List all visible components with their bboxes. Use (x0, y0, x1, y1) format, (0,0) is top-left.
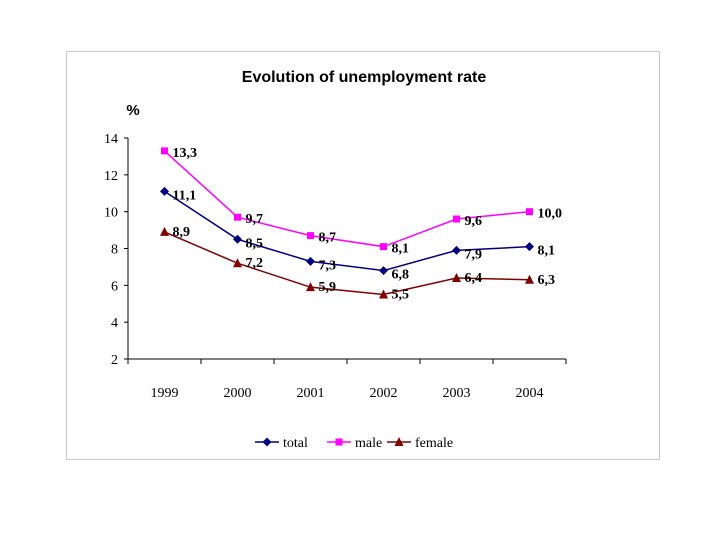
x-tick-label: 2000 (224, 386, 252, 401)
legend-label-male: male (355, 436, 382, 451)
data-label-total: 7,3 (319, 258, 337, 273)
y-tick-label: 10 (104, 206, 118, 221)
data-label-total: 8,1 (538, 244, 556, 259)
data-label-male: 13,3 (173, 146, 198, 161)
data-point-male (161, 147, 168, 155)
data-point-female (160, 226, 169, 236)
series-line-total (164, 190, 530, 272)
data-label-female: 7,2 (246, 256, 264, 271)
data-point-total (160, 186, 169, 196)
data-point-male (453, 215, 460, 223)
x-tick-label: 2004 (516, 386, 544, 401)
data-label-female: 5,9 (319, 280, 337, 295)
data-label-total: 8,5 (246, 236, 264, 251)
data-point-female (525, 274, 534, 284)
data-point-female (306, 282, 315, 292)
data-label-female: 6,4 (465, 271, 483, 286)
chart-frame: Evolution of unemployment rate % 2 4 6 8 10 1… (66, 51, 660, 460)
data-label-female: 5,5 (392, 288, 410, 303)
data-label-male: 8,1 (392, 242, 410, 257)
data-label-male: 8,7 (319, 231, 337, 246)
y-tick-label: 12 (104, 169, 118, 184)
y-tick-label: 2 (111, 353, 118, 368)
legend: total male female (255, 436, 453, 451)
data-point-total (233, 234, 242, 244)
axes: 2 4 6 8 10 12 14 1999 2000 2001 2002 2003 2004 (104, 132, 567, 401)
chart-title: Evolution of unemployment rate (242, 69, 487, 86)
x-tick-label: 2002 (370, 386, 398, 401)
data-point-male (307, 232, 314, 240)
data-label-male: 9,6 (465, 214, 483, 229)
data-labels: 11,1 8,5 7,3 6,8 7,9 8,1 13,3 9,7 8,7 8,1 9,6 10,0 8… (173, 146, 563, 303)
y-tick-label: 14 (104, 132, 118, 147)
x-tick-label: 2001 (297, 386, 325, 401)
data-label-total: 7,9 (465, 247, 483, 262)
line-chart: Evolution of unemployment rate % 2 4 6 8 10 1… (104, 69, 567, 451)
data-point-male (234, 213, 241, 221)
data-point-total (306, 256, 315, 266)
data-label-total: 6,8 (392, 268, 410, 283)
legend-marker-total (262, 437, 272, 447)
y-tick-label: 4 (111, 316, 118, 331)
data-point-male (526, 208, 533, 216)
data-point-male (380, 243, 387, 251)
y-tick-label: 6 (111, 279, 118, 294)
data-point-total (452, 245, 461, 255)
y-tick-label: 8 (111, 243, 118, 258)
legend-marker-male (335, 438, 343, 446)
data-point-female (379, 289, 388, 299)
legend-label-female: female (415, 436, 453, 451)
data-point-female (452, 272, 461, 282)
x-tick-label: 2003 (443, 386, 471, 401)
data-label-male: 9,7 (246, 212, 264, 227)
data-label-male: 10,0 (538, 207, 563, 222)
y-axis-label: % (126, 102, 139, 119)
data-point-total (379, 266, 388, 276)
series-line-female (164, 231, 530, 296)
data-label-total: 11,1 (173, 188, 197, 203)
x-tick-label: 1999 (151, 386, 179, 401)
data-point-female (233, 258, 242, 268)
series-line-male (163, 150, 530, 248)
data-label-female: 8,9 (173, 225, 191, 240)
legend-label-total: total (283, 436, 308, 451)
series-markers (160, 147, 534, 299)
series-lines (163, 150, 530, 296)
data-point-total (525, 242, 534, 252)
legend-marker-female (394, 437, 404, 446)
data-label-female: 6,3 (538, 273, 556, 288)
